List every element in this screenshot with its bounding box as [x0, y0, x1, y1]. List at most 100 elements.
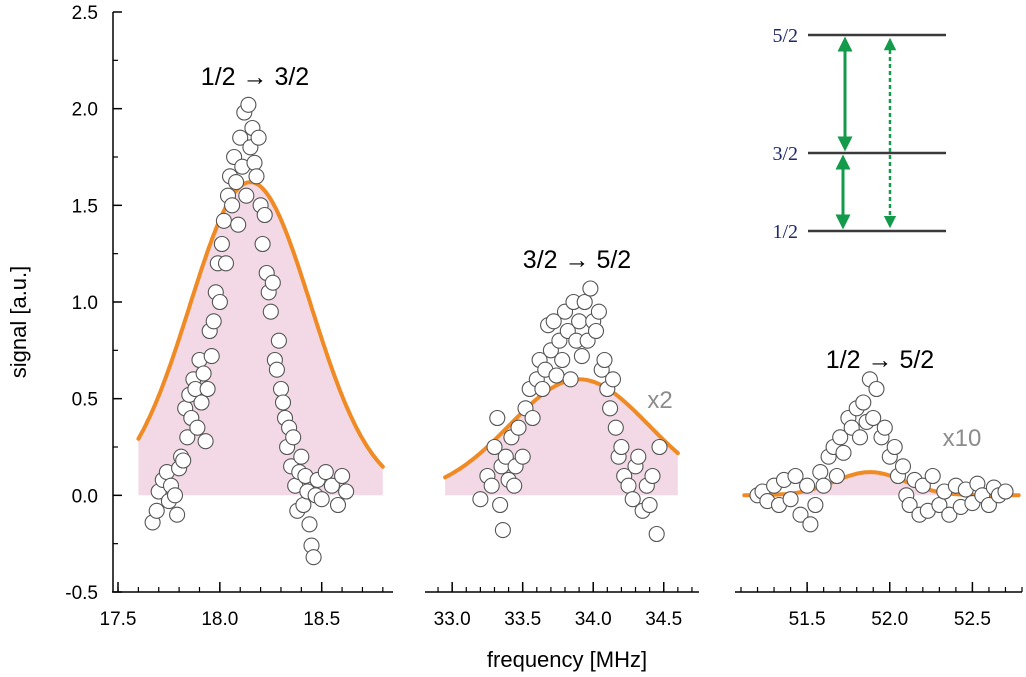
data-point	[901, 496, 918, 514]
x-tick-label: 33.5	[504, 609, 541, 630]
y-axis-label: signal [a.u.]	[6, 266, 31, 379]
data-point	[851, 429, 869, 446]
data-point	[876, 419, 893, 436]
data-point	[571, 313, 588, 330]
data-point	[285, 429, 302, 446]
energy-level-diagram: 5/2 3/2 1/2	[772, 25, 946, 243]
data-point	[644, 467, 661, 485]
data-point	[250, 129, 267, 146]
x-tick-label: 18.0	[201, 609, 238, 630]
x-tick-label: 34.5	[645, 609, 682, 630]
data-point	[256, 206, 273, 224]
x-tick-label: 34.0	[575, 609, 612, 630]
data-point	[338, 483, 355, 500]
data-point	[828, 467, 845, 485]
x-tick-label: 17.5	[100, 609, 137, 630]
data-point	[782, 491, 799, 508]
data-point	[213, 235, 230, 253]
data-point	[197, 433, 214, 450]
data-point	[264, 274, 281, 291]
data-point	[497, 448, 514, 465]
data-point	[323, 477, 340, 494]
data-point	[651, 438, 668, 456]
data-point	[262, 303, 279, 320]
x-axis-label: frequency [MHz]	[487, 647, 647, 672]
x-tick-label: 52.5	[954, 609, 991, 630]
transition-label: 3/2 → 5/2	[523, 246, 631, 274]
data-point	[272, 380, 290, 398]
data-point	[620, 477, 637, 494]
y-tick-label: 1.0	[72, 293, 98, 314]
energy-level-label: 5/2	[772, 25, 798, 47]
y-tick-label: 0.5	[72, 390, 98, 411]
x-tick-label: 18.5	[303, 609, 340, 630]
data-point	[175, 452, 192, 469]
data-point	[217, 255, 235, 272]
data-point	[205, 313, 222, 330]
y-tick-label: 0.0	[72, 486, 98, 507]
data-point	[624, 491, 641, 508]
data-point	[169, 506, 186, 523]
y-tick-label: 2.0	[72, 100, 98, 121]
data-point	[914, 477, 931, 494]
data-point	[607, 419, 624, 436]
y-tick-label: -0.5	[65, 583, 98, 604]
data-point	[799, 477, 816, 494]
data-point	[199, 380, 216, 398]
data-point	[894, 458, 912, 475]
data-point	[835, 444, 852, 461]
data-point	[596, 351, 613, 369]
panel-2: 33.0 33.5 34.0 34.5 3/2 → 5/2 x2	[425, 246, 699, 630]
fit-area	[138, 182, 383, 496]
data-point	[576, 293, 593, 311]
data-point	[641, 496, 658, 514]
data-point	[148, 502, 165, 519]
scale-factor-label: x10	[943, 425, 982, 452]
data-point	[494, 522, 511, 539]
plot-panels: 17.5 18.0 18.5 1/2 → 3/2 33.0 33.5 34.0 34.5 3/2…	[100, 63, 1023, 630]
data-point	[334, 467, 351, 485]
data-point	[582, 280, 599, 297]
data-point	[305, 549, 322, 566]
data-point	[815, 477, 832, 494]
y-tick-label: 1.5	[72, 196, 98, 217]
data-point	[228, 174, 245, 191]
data-point	[602, 400, 619, 417]
data-point	[506, 477, 523, 494]
data-point	[997, 483, 1014, 500]
data-point	[230, 216, 247, 233]
data-point	[630, 448, 647, 465]
data-point	[483, 477, 500, 494]
data-point	[301, 516, 318, 533]
data-point	[254, 235, 271, 253]
energy-level-label: 1/2	[772, 221, 798, 243]
data-point	[486, 438, 503, 456]
data-point	[472, 491, 489, 508]
data-point	[193, 394, 210, 411]
y-axis: -0.5 0.0 0.5 1.0 1.5 2.0 2.5	[65, 3, 122, 604]
data-point	[329, 496, 347, 514]
data-point	[868, 380, 885, 398]
data-point	[248, 168, 265, 185]
x-tick-label: 52.0	[871, 609, 908, 630]
data-point	[313, 491, 330, 508]
data-point	[514, 448, 531, 465]
data-point	[524, 409, 541, 427]
data-point	[274, 394, 292, 411]
data-point	[240, 96, 257, 113]
panel-1: 17.5 18.0 18.5 1/2 → 3/2	[100, 63, 393, 630]
data-point	[195, 365, 212, 382]
x-tick-label: 51.5	[789, 609, 826, 630]
data-point	[855, 394, 872, 411]
data-point	[554, 351, 571, 369]
transition-label: 1/2 → 3/2	[201, 63, 309, 91]
data-point	[224, 197, 241, 214]
data-point	[980, 496, 997, 514]
panel-3: 51.5 52.0 52.5 1/2 → 5/2 x10	[735, 346, 1023, 630]
data-point	[203, 348, 220, 365]
data-point	[802, 516, 819, 533]
data-point	[587, 322, 605, 340]
data-point	[648, 525, 665, 543]
data-point	[293, 448, 310, 465]
